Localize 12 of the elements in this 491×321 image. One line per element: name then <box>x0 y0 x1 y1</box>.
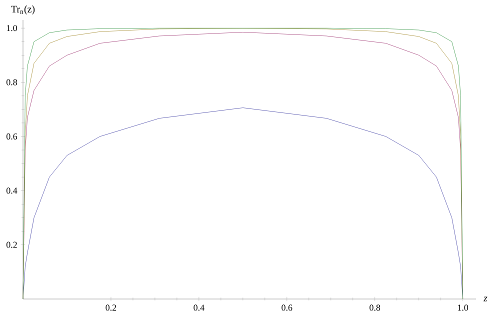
x-tick-label: 0.8 <box>370 304 380 311</box>
y-tick-label: 0.4 <box>6 188 18 194</box>
y-tick-label: 0.6 <box>6 133 18 140</box>
x-tick-label: 0.2 <box>106 304 116 311</box>
y-axis-title: Tr$_{n}$(z) <box>11 5 35 14</box>
y-tick-label: 1.0 <box>6 25 18 32</box>
y-tick-label: 0.2 <box>6 242 17 248</box>
x-tick-label: 0.4 <box>194 304 204 311</box>
x-tick-label: 0.6 <box>282 304 292 311</box>
x-axis-title: z <box>483 296 488 302</box>
x-tick-label: 1.0 <box>458 304 468 311</box>
y-tick-label: 0.8 <box>6 79 18 86</box>
